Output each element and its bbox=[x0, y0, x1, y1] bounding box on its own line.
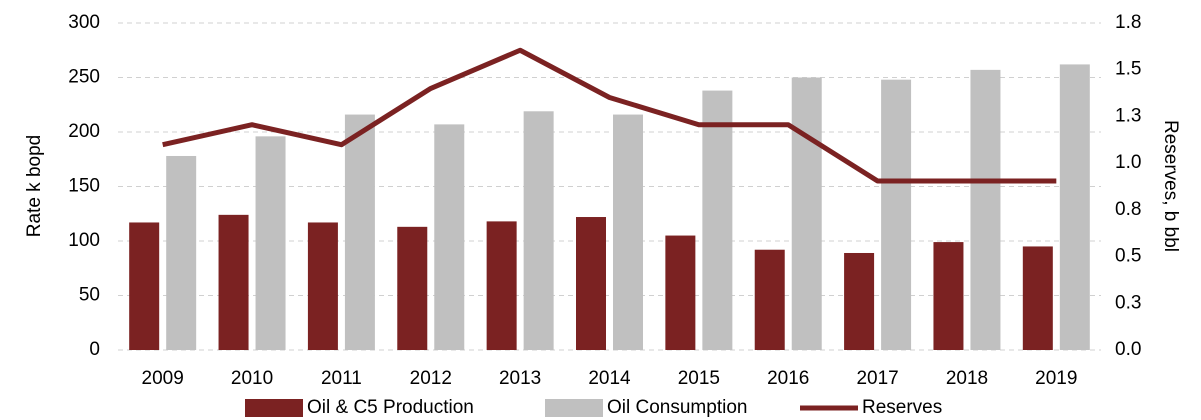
legend-label: Reserves bbox=[862, 397, 942, 418]
bar bbox=[702, 90, 733, 350]
bar bbox=[255, 136, 286, 350]
legend-label: Oil & C5 Production bbox=[307, 397, 474, 418]
x-tick-label: 2009 bbox=[142, 368, 184, 389]
y-tick-label: 200 bbox=[68, 121, 100, 142]
bar bbox=[129, 222, 160, 350]
x-tick-label: 2012 bbox=[410, 368, 452, 389]
y2-tick-label: 1.8 bbox=[1115, 12, 1141, 33]
bar bbox=[434, 124, 465, 351]
bar bbox=[218, 214, 249, 350]
y-tick-label: 100 bbox=[68, 230, 100, 251]
x-tick-label: 2011 bbox=[321, 368, 362, 389]
bar bbox=[613, 114, 643, 350]
y2-axis-label: Reserves, b bbl bbox=[1160, 120, 1181, 252]
x-tick-label: 2017 bbox=[856, 368, 898, 389]
x-tick-label: 2019 bbox=[1035, 368, 1077, 389]
legend-label: Oil Consumption bbox=[607, 397, 747, 418]
bar bbox=[881, 79, 912, 351]
y2-tick-label: 1.5 bbox=[1115, 59, 1141, 80]
y-tick-label: 0 bbox=[89, 339, 100, 360]
y-tick-label: 50 bbox=[79, 285, 100, 306]
y2-tick-label: 0.3 bbox=[1115, 292, 1141, 313]
y-axis-label: Rate k bopd bbox=[24, 135, 45, 237]
y2-tick-label: 0.5 bbox=[1115, 246, 1141, 267]
y-tick-label: 250 bbox=[68, 67, 100, 88]
x-tick-label: 2015 bbox=[678, 368, 720, 389]
x-tick-label: 2010 bbox=[231, 368, 273, 389]
x-tick-label: 2016 bbox=[767, 368, 809, 389]
legend-swatch bbox=[545, 399, 603, 417]
bar bbox=[397, 226, 428, 350]
x-tick-label: 2018 bbox=[946, 368, 988, 389]
bar bbox=[576, 217, 606, 350]
bar bbox=[791, 77, 822, 350]
bar bbox=[933, 242, 964, 350]
bar bbox=[344, 114, 375, 350]
y-tick-label: 300 bbox=[68, 12, 100, 33]
x-tick-label: 2014 bbox=[588, 368, 631, 389]
bar bbox=[1059, 64, 1090, 351]
y2-tick-label: 1.0 bbox=[1115, 152, 1141, 173]
bar bbox=[970, 69, 1001, 351]
bar bbox=[1022, 246, 1053, 350]
legend-swatch bbox=[245, 399, 303, 417]
x-tick-label: 2013 bbox=[499, 368, 541, 389]
bar bbox=[166, 155, 197, 350]
bar bbox=[486, 221, 517, 350]
bar bbox=[665, 235, 696, 350]
bar bbox=[754, 249, 785, 350]
y2-tick-label: 0.8 bbox=[1115, 199, 1141, 220]
bar bbox=[307, 222, 338, 350]
line bbox=[162, 47, 1057, 184]
y-tick-label: 150 bbox=[68, 176, 100, 197]
y2-tick-label: 1.3 bbox=[1115, 105, 1141, 126]
y2-tick-label: 0.0 bbox=[1115, 339, 1141, 360]
bar bbox=[523, 111, 554, 350]
bar bbox=[844, 252, 875, 350]
